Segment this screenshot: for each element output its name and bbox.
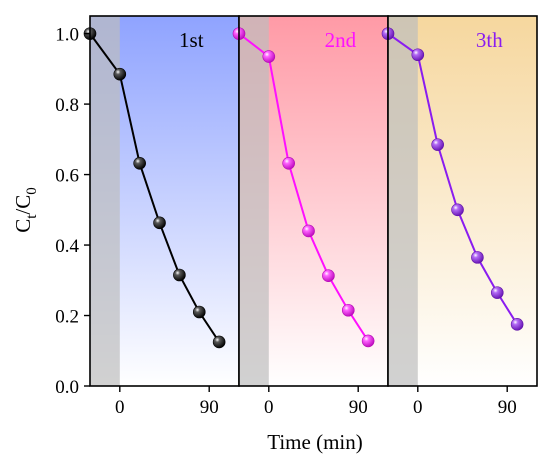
y-axis-title-sub-0: 0	[24, 187, 40, 195]
x-tick-label: 0	[115, 397, 125, 418]
y-tick-label: 0.4	[55, 236, 79, 257]
y-tick-label: 0.0	[55, 377, 79, 398]
data-point	[431, 138, 444, 151]
data-point	[411, 48, 425, 62]
panel-label: 1st	[179, 28, 204, 52]
data-point	[322, 269, 335, 283]
x-tick-label: 0	[413, 397, 423, 418]
x-tick-label: 90	[498, 397, 517, 418]
data-point	[173, 268, 186, 282]
panel-label: 3th	[476, 28, 503, 52]
panel-label: 2nd	[325, 28, 357, 52]
panel-1: 0 90 1st	[83, 15, 240, 418]
data-point	[510, 318, 524, 331]
panels-layer: 0 90 1st 0 90 2nd 0 90 3th	[83, 15, 538, 418]
dark-region	[239, 16, 269, 386]
y-axis: 0.0 0.2 0.4 0.6 0.8 1.0	[55, 25, 90, 398]
data-point	[212, 335, 226, 349]
y-tick-label: 0.2	[55, 307, 79, 328]
y-axis-title-sub-t: t	[24, 214, 40, 219]
dark-region	[388, 16, 418, 386]
x-tick-label: 90	[349, 397, 368, 418]
data-point	[113, 67, 127, 81]
data-point	[490, 286, 504, 299]
y-axis-title: Ct/C0	[11, 187, 40, 233]
panel-3: 0 90 3th	[381, 15, 538, 418]
data-point	[341, 303, 355, 317]
data-point	[192, 305, 206, 319]
x-tick-label: 0	[264, 397, 274, 418]
data-point	[471, 251, 484, 264]
data-point	[153, 216, 166, 230]
x-axis-title: Time (min)	[267, 430, 362, 454]
data-point	[451, 203, 464, 217]
y-tick-label: 1.0	[55, 25, 79, 46]
x-tick-label: 90	[200, 397, 219, 418]
y-tick-label: 0.6	[55, 166, 79, 187]
data-point	[133, 156, 146, 170]
data-point	[282, 156, 295, 170]
data-point	[361, 334, 375, 348]
data-point	[302, 224, 315, 238]
y-tick-label: 0.8	[55, 95, 79, 116]
data-point	[262, 50, 276, 63]
panel-2: 0 90 2nd	[232, 15, 389, 418]
panel-frame	[387, 15, 538, 387]
